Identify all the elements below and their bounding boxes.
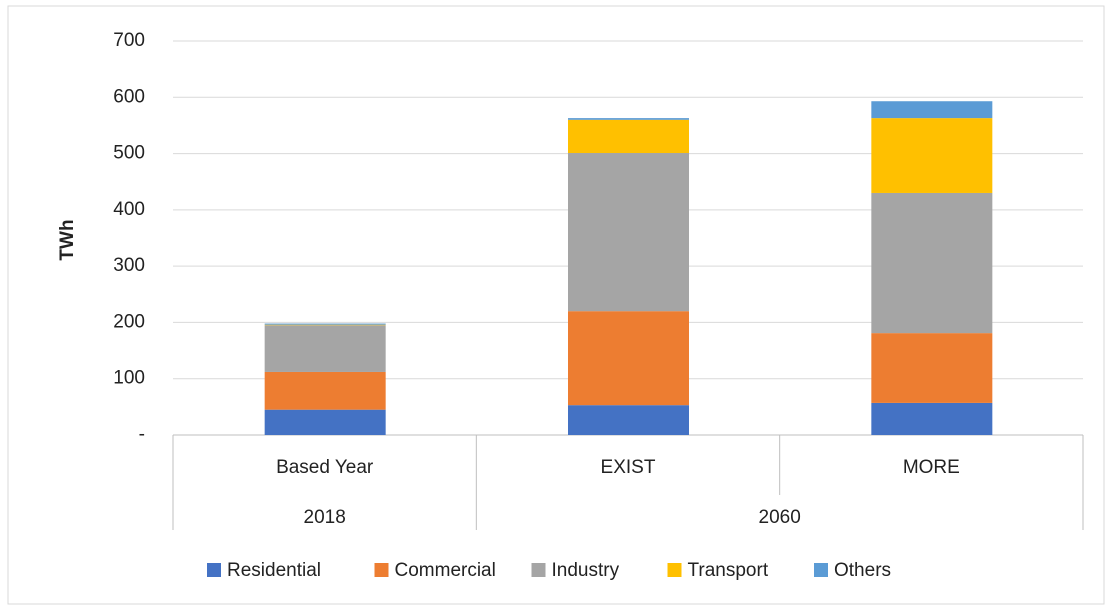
y-tick-label: 500 — [113, 143, 145, 164]
bar-segment — [568, 405, 689, 435]
y-axis-label: TWh — [57, 219, 78, 260]
bar-segment — [264, 371, 386, 410]
bar-segment — [568, 311, 689, 406]
legend-label: Commercial — [395, 560, 496, 581]
legend-label: Others — [834, 560, 891, 581]
legend-label: Transport — [688, 560, 769, 581]
bar-segment — [871, 333, 993, 403]
group-label: 2018 — [304, 507, 346, 528]
group-label: 2060 — [759, 507, 801, 528]
y-tick-label: 700 — [113, 30, 145, 51]
y-tick-label: 400 — [113, 199, 145, 220]
legend-swatch — [667, 563, 682, 577]
y-tick-label: 100 — [113, 368, 145, 389]
y-tick-label: 200 — [113, 311, 145, 332]
y-tick-label: 600 — [113, 86, 145, 107]
bar-segment — [871, 101, 993, 119]
legend-label: Industry — [552, 560, 620, 581]
legend-swatch — [814, 563, 828, 577]
bar-segment — [568, 118, 689, 120]
x-tick-label: Based Year — [276, 457, 374, 478]
bar-segment — [568, 153, 689, 312]
bar-segment — [871, 402, 993, 435]
legend-swatch — [207, 563, 221, 577]
bar-segment — [568, 119, 689, 154]
bar-segment — [264, 324, 386, 326]
y-tick-label: 300 — [113, 255, 145, 276]
bar-segment — [264, 323, 386, 325]
legend-label: Residential — [227, 560, 321, 581]
bar-segment — [871, 192, 993, 334]
y-tick-label: - — [139, 424, 145, 445]
bar-segment — [264, 325, 386, 372]
x-tick-label: MORE — [903, 457, 960, 478]
x-tick-label: EXIST — [601, 457, 656, 478]
bar-segment — [264, 409, 386, 435]
bar-segment — [871, 118, 993, 193]
legend-swatch — [374, 563, 389, 577]
legend-swatch — [531, 563, 546, 577]
